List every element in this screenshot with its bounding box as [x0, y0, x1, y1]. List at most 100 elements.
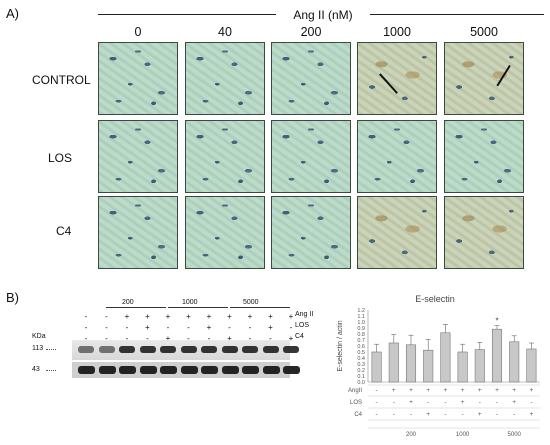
micrograph-c4-1000 [357, 196, 437, 269]
row-label-los: LOS [48, 151, 73, 165]
chart-treatment-mark: - [427, 399, 429, 406]
row-label-c4: C4 [56, 224, 72, 238]
blot-band-actin [283, 366, 300, 374]
blot-strip-actin [72, 362, 300, 378]
blot-mark: + [288, 334, 294, 343]
micrograph-control-40 [185, 42, 265, 115]
y-tick-label: 0.4 [357, 356, 365, 362]
blot-band-eselectin [180, 346, 197, 353]
chart-treatment-mark: - [376, 387, 378, 394]
chart-treatment-mark: + [409, 387, 413, 394]
blot-mark: - [187, 323, 190, 332]
blot-band-eselectin [78, 346, 94, 353]
micrograph-c4-40 [185, 196, 265, 269]
chart-treatment-mark: - [393, 411, 395, 418]
y-tick-label: 0.5 [357, 350, 365, 356]
bar [509, 341, 520, 383]
chart-treatment-mark: - [462, 411, 464, 418]
chart-treatment-mark: + [495, 387, 499, 394]
y-tick-label: 1.1 [357, 314, 365, 320]
chart-treatment-mark: + [392, 387, 396, 394]
arrow-icon [379, 73, 398, 94]
chart-treatment-mark: - [376, 399, 378, 406]
blot-row-label-angii: Ang II [295, 311, 314, 318]
y-tick-label: 0.0 [357, 380, 365, 386]
micrograph-control-5000 [444, 42, 524, 115]
blot-band-eselectin [98, 346, 115, 353]
blot-treatment-marks: - - + + + + + + + + + - - - + - - + - - + - - - - - + - - + - - + [40, 295, 330, 345]
blot-mark: - [187, 334, 190, 343]
blot-mark: + [206, 312, 212, 321]
blot-group-line-1000 [168, 307, 228, 308]
blot-group-line-200 [106, 307, 166, 308]
bar [405, 344, 417, 383]
blot-group-label-200: 200 [122, 299, 134, 306]
blot-row-label-los: LOS [295, 322, 310, 329]
blot-band-actin [201, 366, 218, 374]
blot-mark: + [186, 312, 191, 321]
blot-strip-eselectin [72, 340, 299, 360]
chart-group-label: 5000 [508, 432, 522, 438]
chart-group-label: 200 [406, 432, 417, 438]
y-axis-label: E-selectin / actin [337, 320, 344, 371]
blot-mark: - [207, 334, 211, 343]
blot-row-label-c4: C4 [295, 333, 304, 340]
blot-mark: + [227, 312, 232, 321]
marker-113-tick [46, 349, 56, 350]
chart-treatment-mark: + [409, 399, 413, 406]
blot-band-actin [180, 366, 198, 374]
blot-mark: - [146, 334, 149, 343]
e-selectin-chart: E-selectin E-selectin / actin 0.0 0.1 0.2 0.3… [330, 290, 545, 440]
blot-mark: - [125, 323, 129, 332]
y-tick-label: 0.3 [357, 362, 365, 368]
blot-mark: + [145, 312, 150, 321]
chart-treatment-mark: - [479, 399, 481, 406]
blot-band-eselectin [242, 346, 258, 353]
conc-label-0: 0 [134, 25, 142, 39]
bar [491, 328, 503, 383]
blot-mark: + [124, 312, 130, 321]
y-tick-label: 0.9 [357, 326, 365, 332]
blot-band-actin [119, 366, 136, 374]
blot-mark: + [247, 312, 253, 321]
chart-row-label: AngII [348, 388, 362, 394]
chart-treatment-mark: - [496, 399, 498, 406]
ang-ii-header: Ang II (nM) [293, 8, 353, 22]
chart-treatment-mark: + [512, 387, 516, 394]
blot-band-eselectin [262, 346, 279, 353]
blot-mark: + [145, 323, 150, 332]
row-label-control: CONTROL [32, 73, 91, 87]
y-tick-label: 0.2 [357, 368, 365, 374]
chart-group-label: 1000 [456, 432, 470, 438]
micrograph-c4-0 [98, 196, 178, 269]
chart-treatment-mark: - [444, 399, 446, 406]
blot-mark: - [269, 334, 272, 343]
chart-treatment-mark: + [478, 411, 482, 418]
chart-treatment-mark: + [426, 387, 430, 394]
chart-treatment-mark: + [512, 399, 516, 406]
blot-band-eselectin [221, 346, 238, 353]
micrograph-los-0 [98, 120, 178, 193]
blot-band-actin [262, 366, 280, 374]
marker-43-label: 43 [32, 366, 40, 373]
chart-treatment-mark: - [496, 411, 498, 418]
micrograph-control-1000 [357, 42, 437, 115]
header-line-left [98, 14, 276, 15]
chart-row-label: C4 [354, 412, 362, 418]
micrograph-control-0 [98, 42, 178, 115]
blot-group-line-5000 [230, 307, 290, 308]
bar [440, 332, 451, 383]
marker-113-label: 113 [32, 345, 44, 352]
panel-a-label: A) [6, 6, 19, 21]
blot-band-eselectin [160, 346, 176, 353]
blot-band-eselectin [119, 346, 135, 353]
chart-treatment-mark: - [513, 411, 515, 418]
blot-mark: - [125, 334, 129, 343]
micrograph-los-40 [185, 120, 265, 193]
blot-band-actin [242, 366, 259, 374]
chart-treatment-mark: - [410, 411, 412, 418]
blot-mark: - [248, 334, 252, 343]
chart-treatment-mark: + [478, 387, 482, 394]
micrograph-los-5000 [444, 120, 524, 193]
kda-label: KDa [32, 333, 46, 340]
